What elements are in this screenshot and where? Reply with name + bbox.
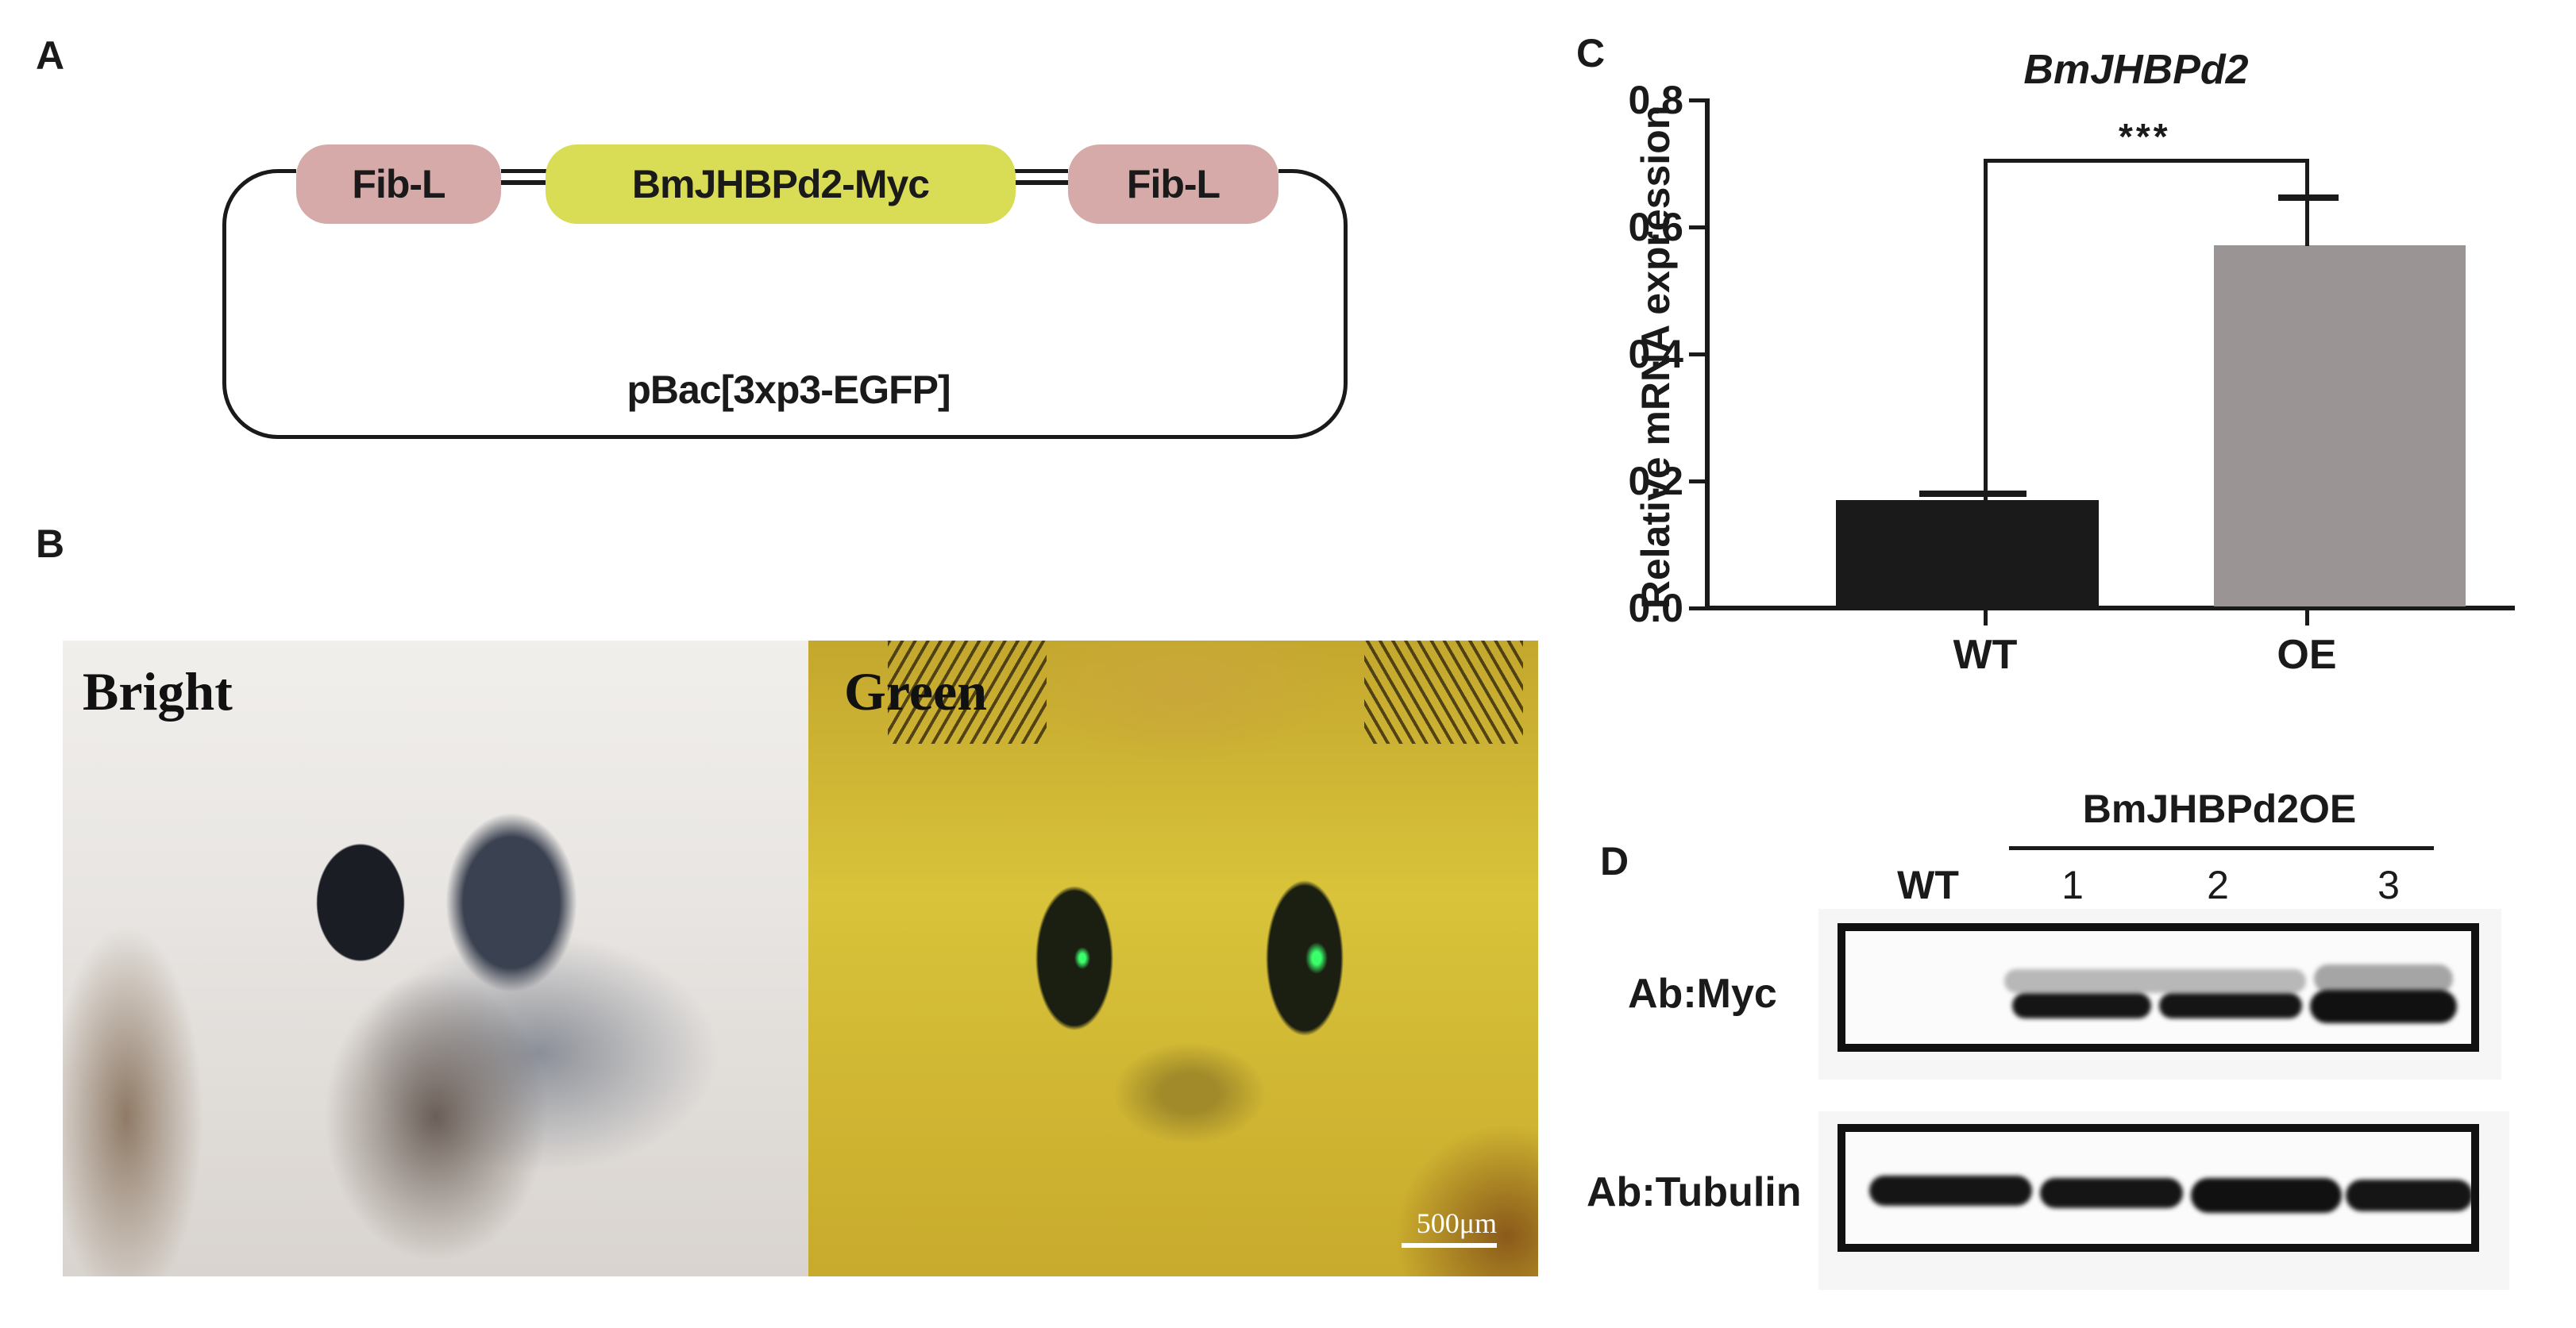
x-tick-label-oe: OE — [2277, 632, 2337, 678]
y-tick — [1689, 606, 1706, 610]
bracket-left — [1984, 159, 1988, 500]
lane-label-2: 2 — [2207, 863, 2229, 907]
connector-line — [501, 180, 549, 185]
bar-wt — [1836, 500, 2099, 606]
band — [1869, 1176, 2032, 1206]
tubulin-blot — [1838, 1124, 2479, 1252]
x-tick-label-wt: WT — [1953, 632, 2018, 678]
ab-myc-label: Ab:Myc — [1628, 971, 1777, 1017]
green-fluorescence-image: Green 500μm — [808, 641, 1538, 1276]
scale-bar — [1402, 1243, 1497, 1248]
scale-bar-label: 500μm — [1416, 1207, 1497, 1239]
band — [2004, 969, 2306, 993]
y-tick-label: 0.8 — [1628, 78, 1683, 122]
panel-c-label: C — [1576, 31, 1606, 75]
panel-a-label: A — [36, 33, 65, 78]
band — [2159, 993, 2302, 1018]
significance-marker: *** — [2119, 116, 2171, 157]
band — [2314, 964, 2453, 993]
antenna-left — [888, 641, 1047, 744]
group-label: BmJHBPd2OE — [2082, 787, 2357, 831]
error-cap-wt — [1919, 491, 2026, 497]
lane-label-wt: WT — [1897, 863, 1959, 907]
y-tick-label: 0.6 — [1628, 205, 1683, 249]
band — [2191, 1178, 2342, 1213]
band — [2310, 990, 2457, 1023]
y-tick-label: 0.2 — [1628, 459, 1683, 503]
y-tick-label: 0.4 — [1628, 332, 1683, 376]
chart-title: BmJHBPd2 — [2023, 47, 2249, 93]
band — [2346, 1180, 2473, 1211]
bright-field-image: Bright — [63, 641, 808, 1276]
lane-label-1: 1 — [2061, 863, 2084, 907]
vector-name: pBac[3xp3-EGFP] — [627, 368, 951, 412]
bracket-right — [2305, 159, 2309, 197]
y-tick — [1689, 225, 1706, 229]
x-tick — [2305, 608, 2309, 626]
x-axis — [1705, 606, 2515, 610]
band — [2012, 993, 2151, 1018]
bar-oe — [2214, 245, 2466, 606]
panel-d-label: D — [1600, 839, 1629, 883]
green-label: Green — [844, 661, 988, 722]
ab-tubulin-label: Ab:Tubulin — [1587, 1169, 1802, 1215]
gene-element: BmJHBPd2-Myc — [546, 144, 1016, 224]
antenna-right — [1364, 641, 1523, 744]
y-tick — [1689, 352, 1706, 356]
bracket-top — [1984, 159, 2309, 163]
myc-blot — [1838, 923, 2479, 1052]
y-tick-label: 0.0 — [1628, 586, 1683, 630]
x-tick — [1984, 608, 1988, 626]
fib-l-left-element: Fib-L — [296, 144, 501, 224]
group-line — [2009, 846, 2434, 850]
bright-label: Bright — [83, 661, 233, 722]
y-axis — [1705, 98, 1710, 610]
lane-label-3: 3 — [2377, 863, 2400, 907]
y-tick — [1689, 479, 1706, 483]
panel-b-label: B — [36, 522, 65, 566]
connector-line — [1012, 180, 1072, 185]
error-line-oe — [2305, 197, 2309, 246]
fib-l-right-element: Fib-L — [1068, 144, 1278, 224]
band — [2040, 1178, 2183, 1208]
error-cap-oe — [2278, 194, 2339, 201]
y-tick — [1689, 98, 1706, 102]
